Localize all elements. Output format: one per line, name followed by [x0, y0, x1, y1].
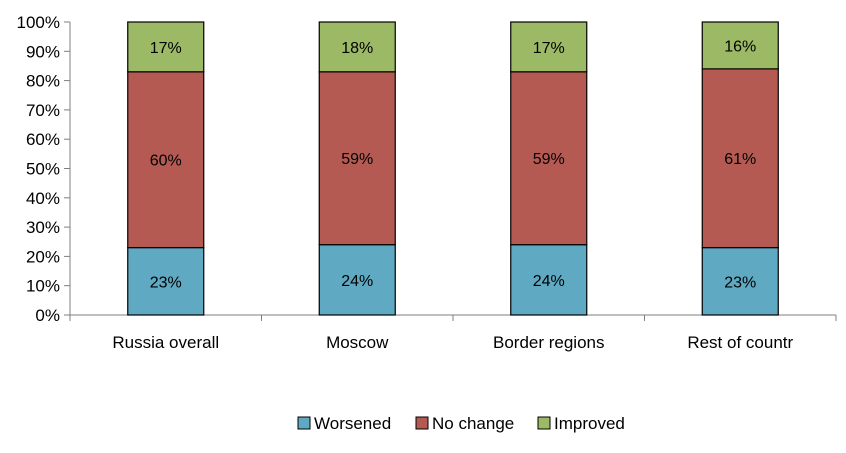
y-tick-label: 30%: [26, 218, 60, 237]
bar-segment-improved: [127, 21, 205, 73]
category-label: Rest of countr: [687, 333, 793, 352]
category-label: Moscow: [326, 333, 389, 352]
bar-segment-improved: [318, 21, 396, 73]
data-label: 24%: [533, 273, 565, 290]
bar-segment-no-change: [318, 71, 396, 246]
y-tick-label: 50%: [26, 160, 60, 179]
y-tick-label: 70%: [26, 101, 60, 120]
data-label: 24%: [341, 273, 373, 290]
legend-swatch-improved: [537, 416, 551, 430]
y-tick-label: 80%: [26, 72, 60, 91]
data-label: 16%: [724, 38, 756, 55]
legend-swatch-worsened: [297, 416, 311, 430]
y-tick-label: 100%: [17, 13, 60, 32]
data-label: 23%: [724, 274, 756, 291]
legend-swatch-no-change: [415, 416, 429, 430]
category-label: Border regions: [493, 333, 605, 352]
data-label: 59%: [341, 151, 373, 168]
legend-label: Worsened: [314, 414, 391, 433]
bar-segment-worsened: [701, 247, 779, 316]
bar-segment-no-change: [510, 71, 588, 246]
data-label: 59%: [533, 151, 565, 168]
data-label: 23%: [150, 274, 182, 291]
data-label: 17%: [150, 40, 182, 57]
category-label: Russia overall: [112, 333, 219, 352]
y-tick-label: 20%: [26, 247, 60, 266]
bar-segment-improved: [510, 21, 588, 73]
data-label: 61%: [724, 151, 756, 168]
bar-segment-worsened: [510, 244, 588, 316]
legend-label: No change: [432, 414, 514, 433]
y-tick-label: 40%: [26, 189, 60, 208]
data-label: 17%: [533, 40, 565, 57]
bar-segment-no-change: [701, 68, 779, 249]
legend-label: Improved: [554, 414, 625, 433]
y-tick-label: 10%: [26, 277, 60, 296]
y-tick-label: 90%: [26, 42, 60, 61]
y-tick-label: 0%: [35, 306, 60, 325]
bar-segment-improved: [701, 21, 779, 70]
y-tick-label: 60%: [26, 130, 60, 149]
data-label: 60%: [150, 153, 182, 170]
bar-segment-worsened: [318, 244, 396, 316]
data-label: 18%: [341, 40, 373, 57]
